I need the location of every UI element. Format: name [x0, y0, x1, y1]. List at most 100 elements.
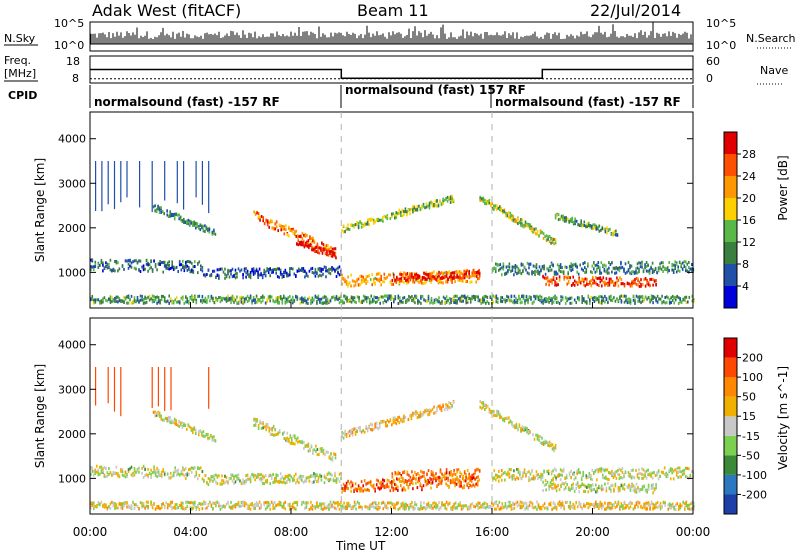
power-cell — [246, 272, 249, 276]
velocity-cell — [212, 501, 214, 505]
power-cell — [276, 267, 279, 271]
power-cell — [303, 243, 306, 247]
power-cell — [313, 245, 316, 249]
velocity-cell — [559, 478, 562, 481]
velocity-cell — [575, 486, 577, 490]
velocity-cell — [278, 503, 280, 507]
velocity-cell — [501, 469, 503, 472]
power-cell — [421, 281, 423, 285]
power-cell — [135, 299, 137, 303]
velocity-cell — [386, 478, 389, 482]
power-cell — [408, 298, 410, 302]
freq-line — [90, 68, 693, 80]
power-cell — [476, 277, 479, 281]
power-cell — [211, 230, 214, 234]
power-cell — [183, 265, 186, 269]
velocity-cell — [629, 475, 631, 478]
velocity-cell — [448, 486, 450, 489]
velocity-cell — [548, 486, 550, 490]
power-streak — [195, 161, 197, 198]
power-cell — [549, 299, 552, 302]
power-cell — [581, 224, 584, 228]
velocity-cell — [313, 505, 315, 509]
velocity-cell — [120, 469, 122, 473]
power-cell — [327, 253, 330, 257]
velocity-cell — [429, 476, 431, 480]
velocity-cell — [623, 475, 625, 479]
power-cell — [603, 269, 606, 273]
power-cell — [240, 300, 243, 304]
power-cell — [509, 215, 512, 218]
power-cell — [154, 263, 157, 266]
power-cell — [587, 282, 590, 286]
velocity-cell — [584, 484, 587, 488]
velocity-cell — [367, 506, 369, 509]
velocity-cell — [422, 484, 425, 488]
power-cell — [462, 273, 464, 277]
power-cell — [151, 294, 154, 298]
power-cell — [451, 273, 453, 277]
velocity-cell — [660, 470, 663, 474]
velocity-cell — [299, 477, 302, 481]
power-cell — [337, 266, 339, 270]
velocity-cell — [353, 427, 355, 431]
velocity-cell — [258, 500, 261, 504]
power-cell — [399, 299, 401, 303]
power-cell — [227, 296, 229, 300]
power-cell — [177, 300, 179, 304]
power-cell — [380, 218, 382, 222]
velocity-cell — [377, 427, 379, 431]
velocity-cell — [433, 476, 436, 480]
velocity-cell — [665, 475, 667, 478]
power-cell — [142, 301, 145, 305]
power-cell — [604, 283, 606, 287]
power-cell — [399, 277, 401, 281]
velocity-cell — [424, 477, 426, 481]
power-cell — [569, 276, 571, 280]
power-cell — [625, 294, 627, 298]
power-cell — [274, 227, 276, 231]
velocity-cell — [647, 487, 650, 491]
velocity-cell — [526, 470, 529, 474]
power-cell — [303, 245, 306, 249]
power-cell — [286, 274, 288, 278]
velocity-cell — [173, 421, 176, 425]
velocity-cell — [106, 506, 109, 510]
power-cell — [612, 266, 615, 270]
velocity-cell — [201, 431, 203, 435]
colorbar-swatch — [724, 132, 737, 154]
power-cell — [383, 214, 386, 218]
power-cell — [371, 273, 373, 277]
velocity-cell — [468, 474, 470, 478]
velocity-cell — [548, 440, 551, 444]
velocity-cell — [584, 490, 587, 494]
velocity-cell — [395, 483, 398, 487]
power-cell — [472, 271, 474, 274]
power-cell — [468, 272, 470, 276]
velocity-cell — [589, 487, 591, 491]
power-cell — [205, 226, 208, 230]
velocity-cell — [293, 507, 296, 511]
noise-left-label: N.Sky — [4, 32, 36, 45]
power-cell — [307, 274, 309, 278]
velocity-cell — [356, 487, 358, 491]
velocity-cell — [124, 470, 127, 474]
power-cell — [511, 218, 513, 222]
power-cell — [201, 269, 204, 273]
velocity-cell — [418, 415, 420, 419]
velocity-cell — [430, 470, 433, 474]
velocity-cell — [374, 489, 376, 493]
velocity-cell — [403, 469, 406, 473]
power-cell — [670, 301, 672, 305]
power-cell — [679, 300, 681, 304]
power-cell — [403, 280, 405, 284]
power-cell — [419, 207, 422, 211]
power-cell — [263, 268, 265, 272]
power-cell — [276, 298, 279, 302]
power-cell — [313, 271, 315, 275]
velocity-cell — [287, 475, 290, 479]
velocity-cell — [466, 482, 468, 486]
velocity-cell — [172, 471, 175, 475]
velocity-cell — [283, 506, 285, 509]
power-cell — [549, 278, 552, 282]
